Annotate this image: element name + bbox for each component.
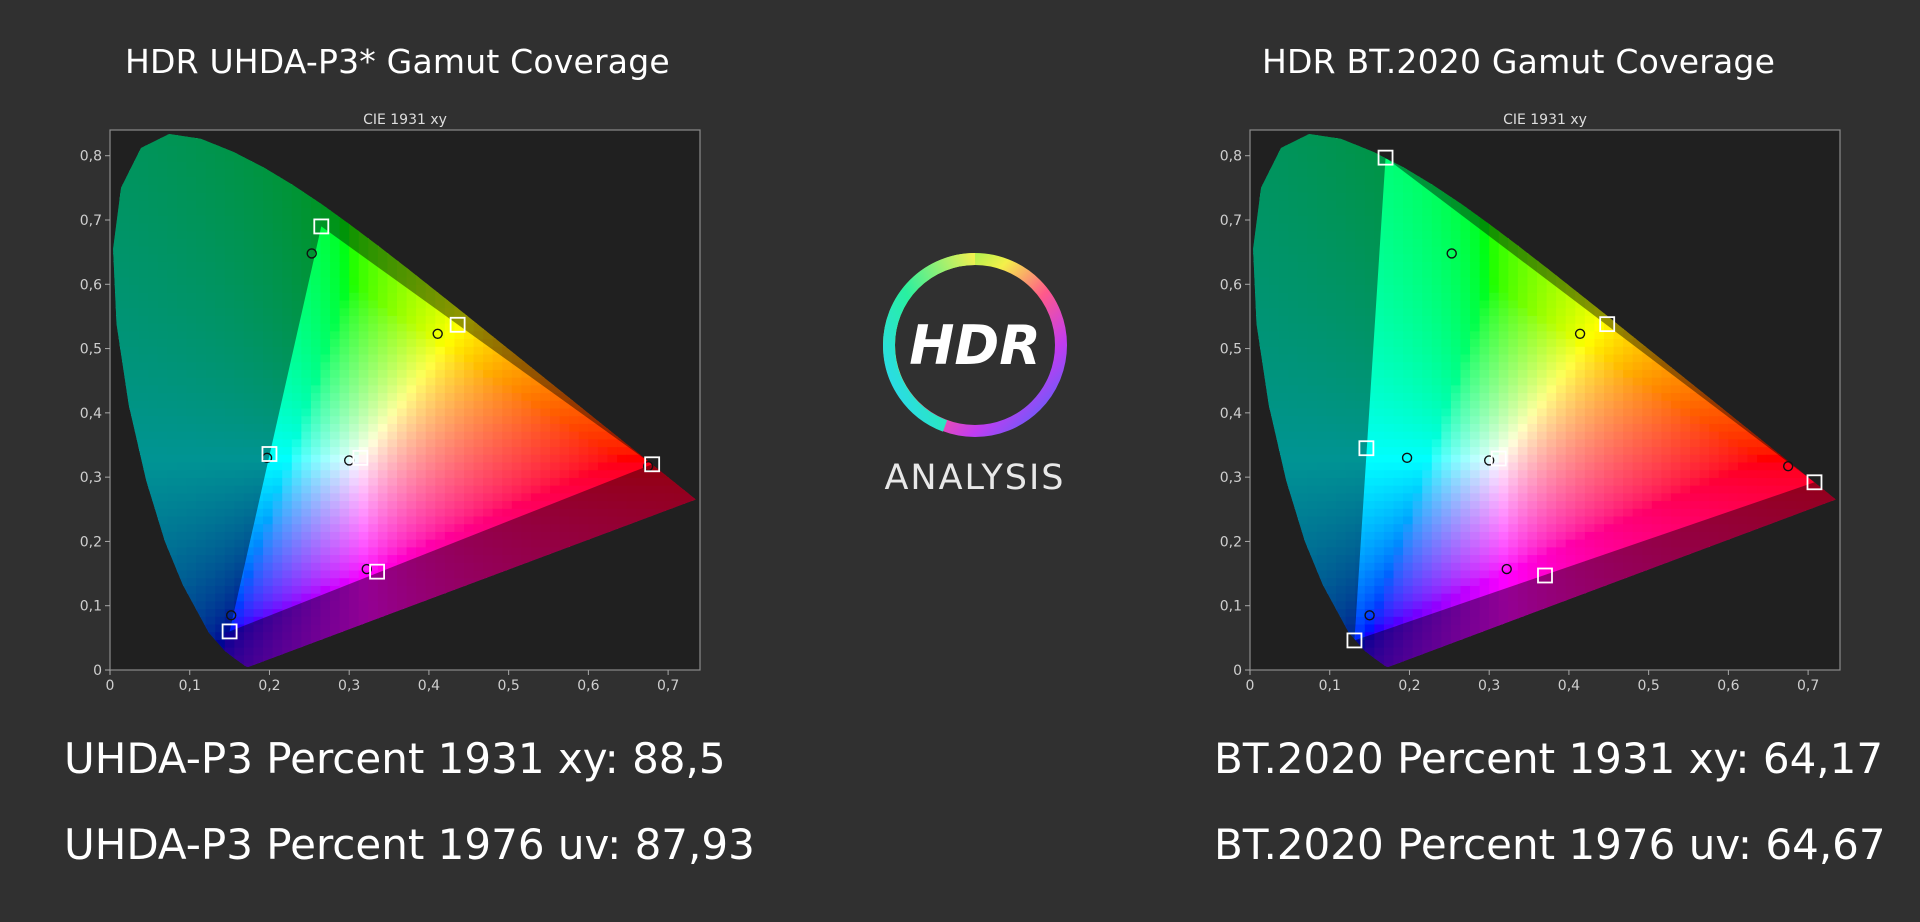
- target-point: [449, 316, 466, 333]
- x-tick-label: 0,4: [418, 678, 440, 694]
- x-tick-label: 0,5: [498, 678, 520, 694]
- y-tick-label: 0,1: [80, 599, 102, 615]
- measured-point: [432, 328, 443, 339]
- out-of-gamut-shade: [1253, 133, 1836, 667]
- x-tick-label: 0,3: [338, 678, 360, 694]
- x-tick-label: 0,2: [258, 678, 280, 694]
- y-tick-label: 0,8: [1220, 149, 1242, 165]
- uv-coverage-stat: BT.2020 Percent 1976 uv: 64,67: [1214, 820, 1886, 869]
- measured-point: [1501, 563, 1512, 575]
- target-point: [1377, 149, 1394, 166]
- y-tick-label: 0,5: [80, 342, 102, 358]
- measured-point: [1483, 455, 1495, 466]
- x-tick-label: 0,6: [1717, 678, 1739, 694]
- measured-point: [1574, 328, 1586, 339]
- measured-point: [1782, 461, 1794, 472]
- x-tick-label: 0: [106, 678, 115, 694]
- measured-point: [361, 563, 372, 575]
- measured-point: [225, 610, 237, 621]
- x-tick-label: 0,1: [1319, 678, 1341, 694]
- hdr-analysis-logo: HDR ANALYSIS: [875, 250, 1075, 500]
- x-tick-label: 0,5: [1638, 678, 1660, 694]
- measured-point: [1446, 248, 1457, 259]
- target-point: [1806, 474, 1823, 491]
- target-point: [369, 563, 385, 580]
- target-point: [1358, 440, 1375, 457]
- chart-title: CIE 1931 xy: [1503, 112, 1587, 128]
- y-tick-label: 0,1: [1220, 599, 1242, 615]
- measured-point: [1364, 610, 1375, 621]
- xy-coverage-stat: BT.2020 Percent 1931 xy: 64,17: [1214, 734, 1884, 783]
- x-tick-label: 0,6: [577, 678, 599, 694]
- logo-word: ANALYSIS: [884, 458, 1066, 498]
- measured-point: [1401, 452, 1413, 464]
- target-point: [221, 623, 238, 640]
- target-point: [644, 456, 661, 473]
- target-point: [261, 446, 278, 462]
- uhda-p3-panel: HDR UHDA-P3* Gamut Coverage CIE 1931 xy 0…: [0, 0, 820, 922]
- x-tick-label: 0,7: [1797, 678, 1819, 694]
- cie-1931-chart-uhda-p3: CIE 1931 xy 0 0,1 0,2 0,3 0,4 0,5 0,6 0,7 0 0,1 0,2…: [80, 112, 701, 694]
- x-tick-label: 0,2: [1398, 678, 1420, 694]
- y-tick-label: 0,6: [1220, 277, 1242, 293]
- target-point: [1490, 450, 1507, 467]
- x-tick-label: 0,7: [657, 678, 679, 694]
- x-tick-label: 0,1: [179, 678, 201, 694]
- y-tick-label: 0,5: [1220, 342, 1242, 358]
- y-tick-label: 0: [93, 663, 102, 679]
- measured-point: [306, 248, 317, 259]
- x-tick-label: 0: [1246, 678, 1255, 694]
- y-tick-label: 0,7: [80, 213, 102, 229]
- uv-coverage-stat: UHDA-P3 Percent 1976 uv: 87,93: [64, 820, 755, 869]
- y-tick-label: 0: [1233, 663, 1242, 679]
- target-point: [313, 218, 330, 235]
- target-point: [1599, 316, 1616, 333]
- target-point: [352, 449, 369, 466]
- y-tick-label: 0,7: [1220, 213, 1242, 229]
- y-tick-label: 0,3: [80, 470, 102, 486]
- bt2020-panel: HDR BT.2020 Gamut Coverage CIE 1931 xy 0 0…: [1140, 0, 1920, 922]
- x-tick-label: 0,3: [1478, 678, 1500, 694]
- y-tick-label: 0,6: [80, 277, 102, 293]
- y-tick-label: 0,3: [1220, 470, 1242, 486]
- xy-coverage-stat: UHDA-P3 Percent 1931 xy: 88,5: [64, 734, 726, 783]
- chart-title: CIE 1931 xy: [363, 112, 447, 128]
- y-tick-label: 0,4: [80, 406, 102, 422]
- cie-1931-chart-bt2020: CIE 1931 xy 0 0,1 0,2 0,3 0,4 0,5 0,6 0,7 0 0,1 0,2…: [1220, 112, 1841, 694]
- target-point: [1346, 632, 1363, 649]
- logo-mark: HDR: [909, 314, 1041, 377]
- chart-heading: HDR BT.2020 Gamut Coverage: [1262, 42, 1776, 81]
- target-point: [1537, 567, 1553, 584]
- hdr-ring-logo-icon: HDR: [882, 253, 1067, 437]
- out-of-gamut-shade: [113, 133, 696, 667]
- y-tick-label: 0,2: [80, 534, 102, 550]
- x-tick-label: 0,4: [1558, 678, 1580, 694]
- y-tick-label: 0,8: [80, 149, 102, 165]
- chart-heading: HDR UHDA-P3* Gamut Coverage: [125, 42, 670, 81]
- y-tick-label: 0,4: [1220, 406, 1242, 422]
- y-tick-label: 0,2: [1220, 534, 1242, 550]
